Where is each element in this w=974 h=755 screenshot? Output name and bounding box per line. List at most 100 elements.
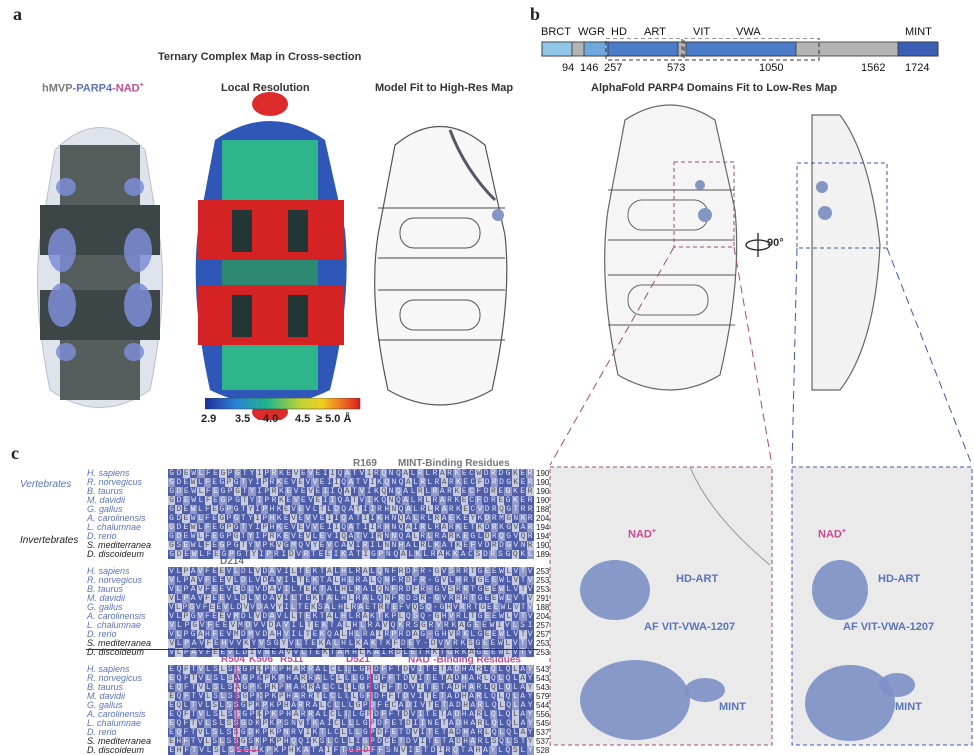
label-d521: D521 [346,654,370,665]
binding-residue-highlight [347,665,371,751]
residue-end-number: 190 [536,496,550,505]
inset2-nad-text: NAD [818,528,842,541]
residue-end-number: 204 [536,612,550,621]
species-label: M. davidii [87,593,126,603]
residue-end-number: 194 [536,523,550,532]
colorbar-tick-3: 4.0 [263,413,279,425]
residue-end-number: 189 [536,550,550,559]
panel-a-maps [37,92,508,420]
species-label: H. sapiens [87,664,130,674]
species-label: R. norvegicus [87,575,143,585]
species-label: A. carolinensis [87,709,146,719]
species-label: S. mediterranea [87,540,152,550]
residue-end-number: 543 [536,665,550,674]
nad-label: -NAD [112,82,140,95]
residue-end-number: 190 [536,469,550,478]
map-2-title: Local Resolution [221,82,310,94]
species-label: D. discoideum [87,647,145,657]
species-label: S. mediterranea [87,638,152,648]
binding-residue-highlight [236,665,260,751]
residue-end-number: 257 [536,621,550,630]
species-label: G. gallus [87,700,123,710]
residue-end-number: 190 [536,541,550,550]
species-label: D. discoideum [87,745,145,755]
parp4-domain-bar [541,38,939,61]
inset2-vit: AF VIT-VWA-1207 [843,621,935,633]
species-label: B. taurus [87,584,124,594]
map-1-title: hMVP-PARP4-NAD+ [42,82,144,95]
species-label: B. taurus [87,486,124,496]
residue-end-number: 188 [536,603,550,612]
species-label: H. sapiens [87,566,130,576]
species-label: A. carolinensis [87,611,146,621]
inset1-hdart: HD-ART [676,573,719,585]
domain-label-wgr: WGR [578,26,605,38]
pos-257: 257 [604,62,623,74]
residue-end-number: 291 [536,594,550,603]
species-label: D. rerio [87,727,117,737]
residue-end-number: 253 [536,567,550,576]
nad-sup: + [139,82,144,89]
inset1-vit: AF VIT-VWA-1207 [644,621,736,633]
label-mint-binding: MINT-Binding Residues [398,458,510,469]
species-label: M. davidii [87,691,126,701]
pos-146: 146 [580,62,599,74]
label-nad-binding: NAD+-Binding Residues [408,654,521,666]
colorbar-tick-1: 2.9 [201,413,217,425]
inset1-nad: NAD+ [628,528,656,541]
colorbar-tick-5: ≥ 5.0 Å [316,413,352,425]
inset2-nad: NAD+ [818,528,846,541]
inset2-mint: MINT [895,701,922,713]
colorbar-tick-2: 3.5 [235,413,251,425]
inset2-nad-sup: + [841,528,846,535]
residue-end-number: 253 [536,648,550,657]
parp4-label: PARP4 [76,82,113,95]
nad-binding-nad: NAD [408,654,430,666]
pos-1050: 1050 [759,62,784,74]
group-vertebrates: Vertebrates [20,479,72,490]
species-label: G. gallus [87,504,123,514]
panel-b-maps [549,104,973,746]
residue-end-number: 257 [536,630,550,639]
domain-label-mint: MINT [905,26,932,38]
colorbar-tick-4: 4.5 [295,413,311,425]
residue-end-number: 190 [536,487,550,496]
residue-end-number: 253 [536,576,550,585]
residue-end-number: 204 [536,514,550,523]
inset1-mint: MINT [719,701,746,713]
panel-a-title: Ternary Complex Map in Cross-section [158,51,362,63]
label-d214: D214 [220,556,244,567]
pos-1724: 1724 [905,62,930,74]
cross-section-map [37,127,163,408]
species-label: L. chalumnae [87,718,142,728]
pos-573: 573 [667,62,686,74]
residue-end-number: 528 [536,746,550,755]
species-label: H. sapiens [87,468,130,478]
inset2-hdart: HD-ART [878,573,921,585]
residue-end-number: 544 [536,701,550,710]
label-r511: R511 [280,654,304,665]
local-resolution-map [195,92,347,420]
pos-1562: 1562 [861,62,886,74]
inset1-nad-text: NAD [628,528,652,541]
